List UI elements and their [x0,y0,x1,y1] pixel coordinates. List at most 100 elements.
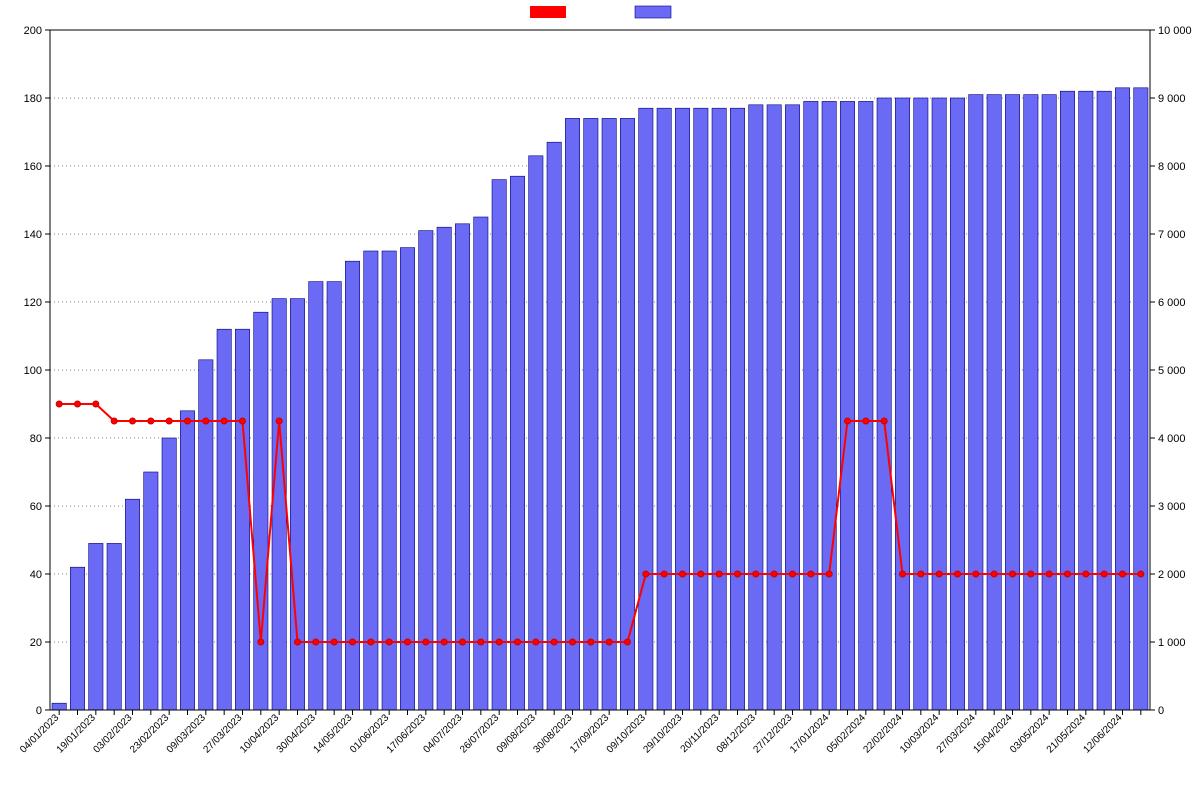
line-marker [478,639,484,645]
bar [749,105,763,710]
bar [1134,88,1148,710]
bar [125,499,139,710]
line-marker [258,639,264,645]
bar [767,105,781,710]
bar [1079,91,1093,710]
bar [602,118,616,710]
bar [987,95,1001,710]
line-marker [808,571,814,577]
y-left-label: 160 [24,161,42,173]
line-marker [643,571,649,577]
y-left-label: 60 [30,501,42,513]
y-right-label: 0 [1158,705,1164,717]
legend-swatch-line [530,6,566,18]
line-marker [1028,571,1034,577]
bar [639,108,653,710]
y-right-label: 1 000 [1158,637,1186,649]
bar [1005,95,1019,710]
bar [914,98,928,710]
line-marker [331,639,337,645]
y-left-label: 20 [30,637,42,649]
bar [712,108,726,710]
line-marker [1083,571,1089,577]
line-marker [918,571,924,577]
y-left-label: 40 [30,569,42,581]
bar [107,543,121,710]
bar [1097,91,1111,710]
line-marker [203,418,209,424]
bar [272,299,286,710]
line-marker [1101,571,1107,577]
bar [694,108,708,710]
line-marker [698,571,704,577]
line-marker [936,571,942,577]
line-marker [973,571,979,577]
bar [895,98,909,710]
bar [144,472,158,710]
bar [804,101,818,710]
y-right-label: 5 000 [1158,365,1186,377]
legend-swatch-bar [635,6,671,18]
line-marker [991,571,997,577]
y-left-label: 0 [36,705,42,717]
bar [657,108,671,710]
bar [254,312,268,710]
bar [474,217,488,710]
line-marker [771,571,777,577]
bar [932,98,946,710]
line-marker [661,571,667,577]
line-marker [148,418,154,424]
line-marker [350,639,356,645]
line-marker [405,639,411,645]
line-marker [1138,571,1144,577]
line-marker [166,418,172,424]
bar [180,411,194,710]
y-right-label: 10 000 [1158,25,1192,37]
line-marker [460,639,466,645]
bar [1060,91,1074,710]
line-marker [441,639,447,645]
line-marker [680,571,686,577]
bar [529,156,543,710]
bar [730,108,744,710]
y-left-label: 180 [24,93,42,105]
y-right-label: 4 000 [1158,433,1186,445]
line-marker [423,639,429,645]
bar [199,360,213,710]
bar [584,118,598,710]
bar [217,329,231,710]
bar [950,98,964,710]
bar [1024,95,1038,710]
bar [89,543,103,710]
line-marker [368,639,374,645]
line-marker [276,418,282,424]
line-marker [533,639,539,645]
line-marker [900,571,906,577]
chart-svg: 02040608010012014016018020001 0002 0003 … [0,0,1200,800]
line-marker [955,571,961,577]
line-marker [570,639,576,645]
line-marker [75,401,81,407]
bar [290,299,304,710]
line-marker [551,639,557,645]
bar [877,98,891,710]
bar [309,282,323,710]
line-marker [386,639,392,645]
line-marker [1120,571,1126,577]
bar [52,703,66,710]
line-marker [753,571,759,577]
bar [1042,95,1056,710]
bar [455,224,469,710]
bar [492,180,506,710]
line-marker [735,571,741,577]
line-marker [1010,571,1016,577]
line-marker [863,418,869,424]
bar [859,101,873,710]
line-marker [240,418,246,424]
bar [235,329,249,710]
y-left-label: 200 [24,25,42,37]
bar [969,95,983,710]
bar [1115,88,1129,710]
bar [419,231,433,710]
line-marker [295,639,301,645]
